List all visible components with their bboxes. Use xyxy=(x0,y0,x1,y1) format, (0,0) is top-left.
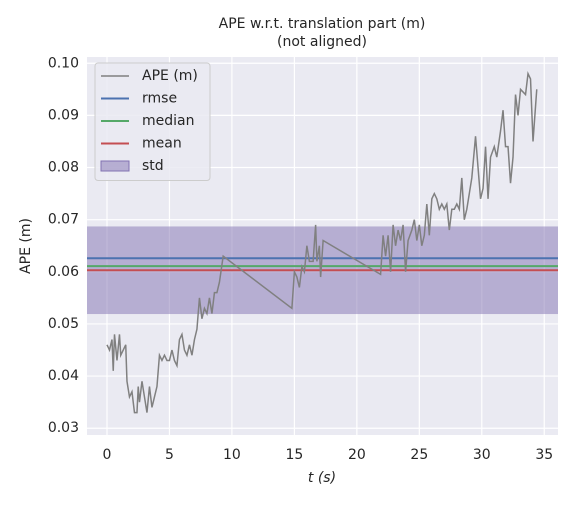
ape-line xyxy=(106,71,538,414)
x-axis-label: t (s) xyxy=(308,470,336,486)
y-tick-label: 0.03 xyxy=(48,420,79,436)
chart-title: APE w.r.t. translation part (m) xyxy=(219,16,426,32)
y-tick-label: 0.10 xyxy=(48,55,79,71)
y-tick-label: 0.09 xyxy=(48,107,79,123)
y-tick-label: 0.07 xyxy=(48,212,79,228)
legend-label: std xyxy=(142,158,164,174)
y-tick-label: 0.08 xyxy=(48,160,79,176)
chart-subtitle: (not aligned) xyxy=(277,34,367,50)
legend-label: APE (m) xyxy=(142,68,198,84)
legend-label: rmse xyxy=(142,91,177,107)
x-tick-label: 0 xyxy=(103,447,112,463)
x-tick-label: 25 xyxy=(410,447,428,463)
y-axis-label: APE (m) xyxy=(18,218,34,274)
y-tick-label: 0.04 xyxy=(48,368,79,384)
x-tick-label: 5 xyxy=(165,447,174,463)
legend-label: mean xyxy=(142,136,182,152)
x-tick-label: 35 xyxy=(535,447,553,463)
y-tick-label: 0.05 xyxy=(48,316,79,332)
x-tick-label: 15 xyxy=(285,447,303,463)
y-tick-label: 0.06 xyxy=(48,264,79,280)
x-tick-label: 10 xyxy=(223,447,241,463)
x-tick-label: 30 xyxy=(473,447,491,463)
legend-label: median xyxy=(142,113,194,129)
x-tick-label: 20 xyxy=(348,447,366,463)
legend-swatch xyxy=(100,160,130,172)
legend-box xyxy=(94,62,211,181)
